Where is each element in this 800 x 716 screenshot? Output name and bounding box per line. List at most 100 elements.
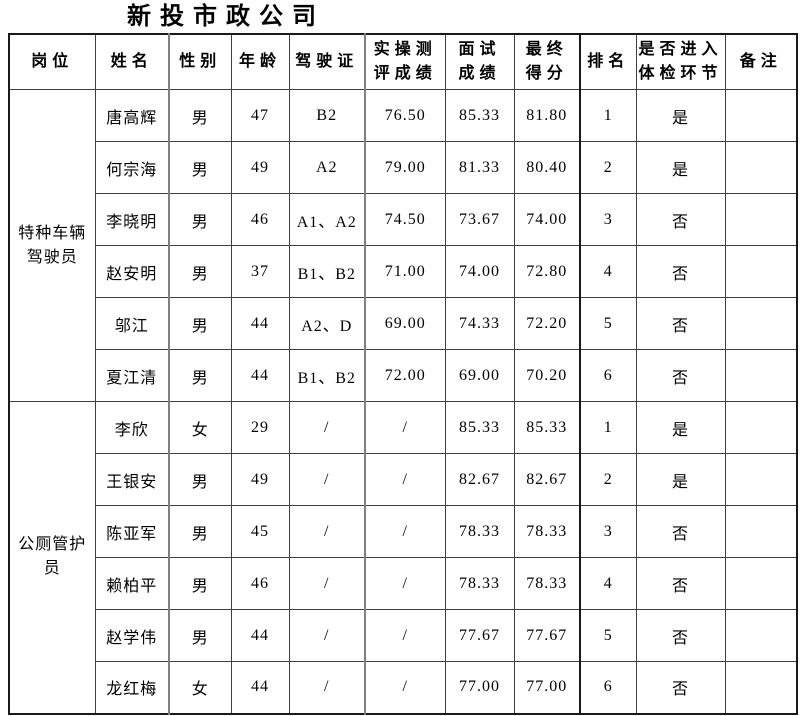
table-row: 赖柏平 男 46 / / 78.33 78.33 4 否 — [9, 557, 798, 610]
cell-name: 赵安明 — [94, 245, 170, 298]
cell-license: / — [288, 609, 366, 662]
cell-age: 46 — [230, 557, 290, 610]
cell-practical-score: 74.50 — [364, 193, 446, 246]
cell-interview-score: 78.33 — [444, 557, 515, 610]
cell-rank: 6 — [579, 349, 637, 402]
cell-physical-exam: 否 — [635, 505, 726, 558]
cell-gender: 男 — [168, 349, 232, 402]
table-row: 公厕管护员 李欣 女 29 / / 85.33 85.33 1 是 — [8, 401, 798, 714]
cell-name: 王银安 — [94, 453, 170, 506]
cell-name: 唐高辉 — [94, 89, 170, 142]
cell-final-score: 82.67 — [513, 453, 581, 506]
cell-remark — [724, 193, 798, 246]
cell-physical-exam: 否 — [635, 349, 726, 402]
table-row: 夏江清 男 44 B1、B2 72.00 69.00 70.20 6 否 — [9, 349, 798, 402]
cell-position-group-1: 特种车辆 驾驶员 — [8, 89, 96, 402]
table-row: 王银安 男 49 / / 82.67 82.67 2 是 — [9, 453, 798, 506]
cell-final-score: 78.33 — [513, 557, 581, 610]
cell-remark — [724, 349, 798, 402]
cell-interview-score: 77.00 — [444, 661, 515, 714]
cell-license: / — [288, 557, 366, 610]
cell-interview-score: 77.67 — [444, 609, 515, 662]
cell-age: 47 — [230, 89, 290, 142]
cell-name: 李晓明 — [94, 193, 170, 246]
cell-physical-exam: 是 — [635, 89, 726, 142]
cell-remark — [724, 609, 798, 662]
table-row: 李晓明 男 46 A1、A2 74.50 73.67 74.00 3 否 — [9, 193, 798, 246]
cell-physical-exam: 否 — [635, 557, 726, 610]
cell-age: 44 — [230, 349, 290, 402]
cell-practical-score: 79.00 — [364, 141, 446, 194]
cell-name: 陈亚军 — [94, 505, 170, 558]
cell-interview-score: 78.33 — [444, 505, 515, 558]
table-row: 赵学伟 男 44 / / 77.67 77.67 5 否 — [9, 609, 798, 662]
cell-age: 44 — [230, 297, 290, 350]
cell-license: / — [288, 453, 366, 506]
cell-name: 龙红梅 — [94, 661, 170, 714]
cell-gender: 男 — [168, 453, 232, 506]
cell-practical-score: 69.00 — [364, 297, 446, 350]
cell-interview-score: 81.33 — [444, 141, 515, 194]
cell-final-score: 72.20 — [513, 297, 581, 350]
cell-physical-exam: 否 — [635, 297, 726, 350]
cell-practical-score: / — [364, 505, 446, 558]
cell-physical-exam: 否 — [635, 245, 726, 298]
header-row: 岗位 姓名 性别 年龄 驾驶证 实操测 评成绩 面试 成绩 最终 得分 排名 是… — [8, 33, 798, 90]
cell-license: A1、A2 — [288, 193, 366, 246]
cell-age: 49 — [230, 453, 290, 506]
cell-practical-score: 71.00 — [364, 245, 446, 298]
table-row: 陈亚军 男 45 / / 78.33 78.33 3 否 — [9, 505, 798, 558]
cell-rank: 4 — [579, 557, 637, 610]
cell-remark — [724, 297, 798, 350]
cell-position-group-2: 公厕管护员 — [8, 401, 96, 714]
cell-practical-score: / — [364, 401, 446, 454]
cell-rank: 5 — [579, 297, 637, 350]
cell-rank: 4 — [579, 245, 637, 298]
col-header-physical-exam: 是否进入 体检环节 — [635, 33, 726, 90]
cell-rank: 6 — [579, 661, 637, 714]
cell-remark — [724, 401, 798, 454]
cell-final-score: 70.20 — [513, 349, 581, 402]
cell-license: A2、D — [288, 297, 366, 350]
cell-age: 44 — [230, 609, 290, 662]
col-header-interview-score: 面试 成绩 — [444, 33, 515, 90]
cell-physical-exam: 是 — [635, 401, 726, 454]
cell-age: 44 — [230, 661, 290, 714]
cell-interview-score: 82.67 — [444, 453, 515, 506]
cell-remark — [724, 89, 798, 142]
cell-gender: 男 — [168, 297, 232, 350]
col-header-position: 岗位 — [8, 33, 96, 90]
cell-gender: 男 — [168, 193, 232, 246]
table-row: 龙红梅 女 44 / / 77.00 77.00 6 否 — [9, 661, 798, 714]
cell-remark — [724, 557, 798, 610]
cell-final-score: 80.40 — [513, 141, 581, 194]
cell-rank: 5 — [579, 609, 637, 662]
cell-interview-score: 85.33 — [444, 401, 515, 454]
cell-interview-score: 74.33 — [444, 297, 515, 350]
cell-rank: 1 — [579, 89, 637, 142]
cell-gender: 男 — [168, 609, 232, 662]
cell-rank: 3 — [579, 193, 637, 246]
cell-age: 49 — [230, 141, 290, 194]
table-row: 邬江 男 44 A2、D 69.00 74.33 72.20 5 否 — [9, 297, 798, 350]
col-header-rank: 排名 — [579, 33, 637, 90]
cell-gender: 女 — [168, 661, 232, 714]
table-row: 何宗海 男 49 A2 79.00 81.33 80.40 2 是 — [9, 141, 798, 194]
cell-license: B2 — [288, 89, 366, 142]
cell-final-score: 74.00 — [513, 193, 581, 246]
cell-name: 赖柏平 — [94, 557, 170, 610]
col-header-remark: 备注 — [724, 33, 798, 90]
cell-name: 邬江 — [94, 297, 170, 350]
cell-name: 赵学伟 — [94, 609, 170, 662]
cell-interview-score: 69.00 — [444, 349, 515, 402]
cell-rank: 1 — [579, 401, 637, 454]
cell-interview-score: 74.00 — [444, 245, 515, 298]
cell-name: 何宗海 — [94, 141, 170, 194]
cell-license: B1、B2 — [288, 245, 366, 298]
cell-gender: 男 — [168, 505, 232, 558]
cell-age: 37 — [230, 245, 290, 298]
cell-remark — [724, 245, 798, 298]
cell-final-score: 85.33 — [513, 401, 581, 454]
table-row: 赵安明 男 37 B1、B2 71.00 74.00 72.80 4 否 — [9, 245, 798, 298]
cell-practical-score: 72.00 — [364, 349, 446, 402]
